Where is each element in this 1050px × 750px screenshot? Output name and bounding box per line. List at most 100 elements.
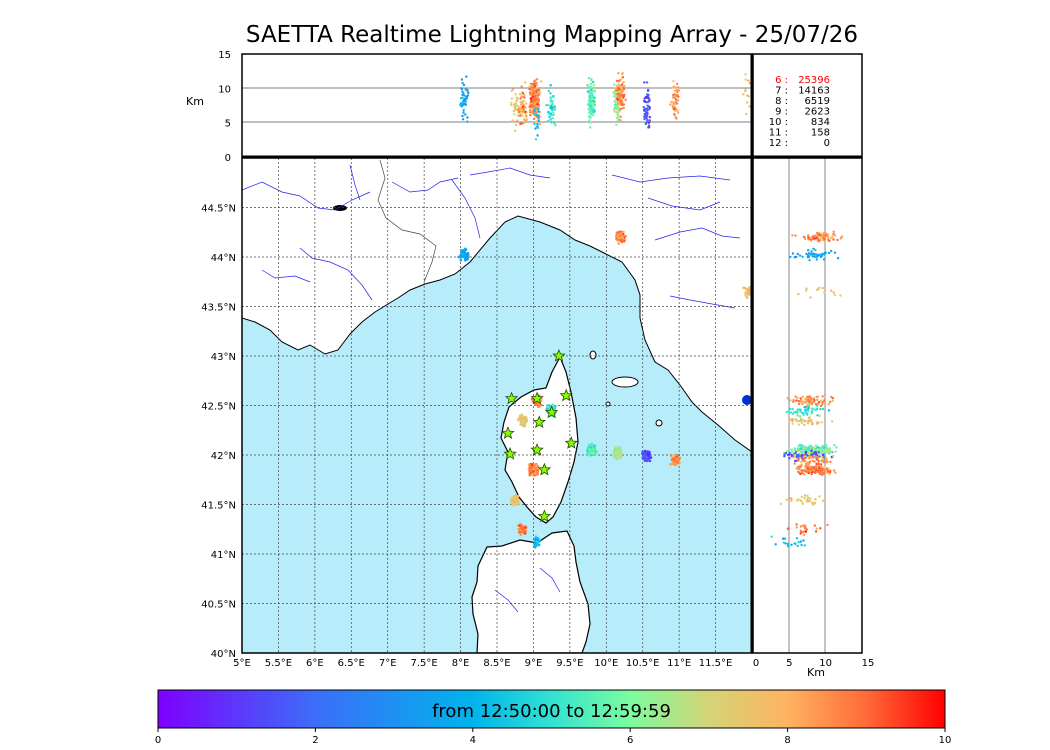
altitude-strike-point [462, 111, 465, 114]
side-strike-point [839, 294, 842, 297]
side-strike-point [822, 258, 826, 261]
giglio-island [655, 419, 663, 427]
lon-tick-label: 7.5°E [411, 658, 438, 669]
altitude-strike-point [534, 138, 538, 141]
side-strike-point [814, 530, 818, 533]
side-strike-point [803, 237, 807, 241]
altitude-strike-point [646, 119, 649, 122]
altitude-strike-point [514, 123, 518, 127]
altitude-strike-point [621, 76, 625, 79]
altitude-strike-point [522, 108, 525, 111]
colorbar-tick-label: 8 [784, 735, 790, 746]
side-strike-point [804, 451, 808, 454]
side-strike-point [819, 404, 822, 408]
side-strike-point [813, 255, 816, 258]
altitude-strike-point [536, 93, 540, 97]
side-strike-point [831, 399, 834, 402]
side-strike-point [815, 404, 819, 407]
altitude-strike-point [515, 99, 519, 102]
altitude-strike-point [460, 78, 464, 81]
strike-point [509, 498, 513, 501]
side-strike-point [811, 409, 814, 412]
altitude-strike-point [521, 95, 524, 99]
altitude-strike-point [515, 108, 518, 112]
side-strike-point [796, 447, 800, 450]
side-strike-point [795, 499, 799, 502]
altitude-strike-point [588, 96, 591, 99]
side-strike-point [832, 454, 835, 458]
altitude-strike-point [464, 95, 468, 98]
strike-point [534, 541, 537, 545]
altitude-strike-point [619, 98, 622, 102]
altitude-strike-point [589, 104, 592, 107]
altitude-strike-point [591, 107, 595, 110]
altitude-strike-point [590, 82, 593, 85]
side-strike-point [791, 422, 794, 425]
side-strike-point [806, 422, 810, 425]
altitude-strike-point [618, 94, 621, 97]
altitude-strike-point [550, 121, 553, 124]
station-star-icon [552, 348, 566, 362]
altitude-strike-point [536, 122, 539, 126]
strike-point [540, 403, 543, 407]
altitude-strike-point [462, 109, 465, 112]
side-strike-point [807, 404, 811, 407]
strike-point [463, 257, 467, 261]
side-strike-point [791, 408, 794, 411]
strike-point [645, 451, 648, 455]
side-strike-point [824, 456, 827, 459]
altitude-strike-point [535, 120, 538, 123]
side-strike-point [825, 446, 829, 450]
side-strike-point [791, 412, 795, 415]
altitude-strike-point [618, 100, 621, 104]
side-strike-point [827, 402, 831, 406]
side-strike-point [796, 457, 799, 460]
altitude-strike-point [520, 103, 523, 106]
side-strike-point [783, 537, 787, 540]
side-strike-point [825, 458, 828, 461]
altitude-strike-point [622, 106, 626, 110]
side-strike-point [802, 533, 806, 536]
altitude-strike-point [518, 92, 522, 96]
side-strike-point [828, 452, 831, 455]
side-strike-point [807, 470, 810, 473]
side-strike-point [833, 251, 837, 254]
altitude-strike-point [533, 109, 536, 113]
altitude-strike-point [547, 104, 550, 107]
side-strike-point [812, 466, 815, 469]
lat-tick-label: 44.5°N [201, 204, 236, 215]
station-star-icon [564, 435, 579, 449]
altitude-strike-point [528, 85, 531, 89]
altitude-strike-point [671, 86, 675, 89]
side-strike-point [807, 233, 810, 237]
altitude-strike-point [554, 124, 557, 127]
altitude-strike-point [744, 78, 747, 81]
stats-value: 6519 [805, 96, 830, 107]
altitude-strike-point [620, 83, 624, 87]
side-strike-point [803, 496, 806, 500]
altitude-strike-point [670, 100, 673, 104]
altitude-strike-point [673, 112, 676, 116]
side-strike-point [816, 398, 819, 402]
lon-tick-label: 11°E [667, 658, 691, 669]
altitude-strike-point [621, 94, 624, 97]
strike-point [646, 457, 650, 461]
stats-value: 2623 [805, 107, 830, 118]
side-strike-point [810, 467, 814, 471]
side-strike-point [821, 407, 825, 411]
altitude-strike-point [518, 106, 522, 109]
side-strike-point [818, 414, 821, 417]
altitude-strike-point [524, 106, 527, 109]
altitude-strike-point [747, 79, 750, 82]
side-strike-point [774, 543, 777, 546]
altitude-strike-point [646, 104, 649, 107]
altitude-strike-point [518, 114, 522, 118]
altitude-strike-point [623, 84, 626, 88]
strike-point [461, 250, 465, 254]
side-strike-point [808, 499, 812, 503]
side-strike-point [795, 523, 798, 526]
altitude-strike-point [618, 85, 621, 88]
strike-point [648, 459, 652, 463]
map-grid [242, 158, 752, 653]
side-strike-point [803, 419, 806, 423]
